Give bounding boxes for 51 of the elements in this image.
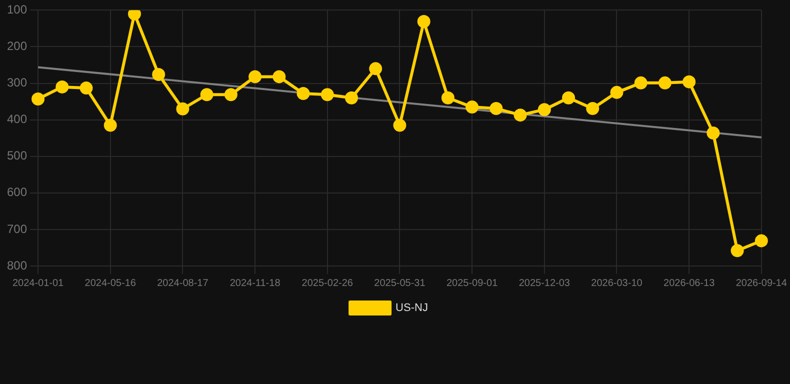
point <box>730 244 744 258</box>
x-tick-label: 2024-01-01 <box>12 278 64 289</box>
point <box>466 100 479 114</box>
point <box>586 102 600 115</box>
point <box>80 82 93 95</box>
x-tick-label: 2025-05-31 <box>374 278 426 289</box>
point <box>320 88 334 102</box>
y-tick-label: 300 <box>6 76 28 90</box>
point <box>176 102 190 116</box>
x-tick-label: 2026-09-14 <box>736 278 788 289</box>
legend-label: US-NJ <box>396 302 428 314</box>
point <box>224 88 238 102</box>
point <box>296 87 310 100</box>
point <box>344 91 358 104</box>
point <box>417 15 430 28</box>
point <box>562 91 576 104</box>
point <box>393 118 406 132</box>
y-tick-label: 600 <box>6 185 28 200</box>
y-tick-label: 700 <box>6 222 28 236</box>
point <box>369 62 382 76</box>
x-tick-label: 2026-03-10 <box>591 278 643 289</box>
x-tick-label: 2024-08-17 <box>157 278 209 289</box>
point <box>128 10 141 20</box>
point <box>56 80 69 94</box>
y-tick-label: 200 <box>6 39 28 54</box>
y-tick-label: 100 <box>6 2 28 17</box>
point <box>706 126 720 140</box>
point <box>610 86 624 99</box>
point <box>32 92 45 106</box>
x-tick-label: 2025-02-26 <box>302 278 354 289</box>
y-tick-label: 800 <box>6 258 28 272</box>
point <box>152 68 166 82</box>
point <box>104 118 117 132</box>
point <box>514 108 527 122</box>
point <box>634 76 648 90</box>
point <box>754 234 768 248</box>
y-tick-label: 500 <box>6 148 28 163</box>
point <box>248 70 262 84</box>
point <box>538 103 551 116</box>
x-tick-label: 2025-09-01 <box>446 278 498 289</box>
point <box>682 75 696 88</box>
x-tick-label: 2024-05-16 <box>84 278 136 289</box>
y-tick-label: 400 <box>6 112 28 126</box>
x-tick-label: 2025-12-03 <box>518 278 570 289</box>
x-tick-label: 2026-06-13 <box>664 278 716 289</box>
point <box>490 102 503 115</box>
point <box>658 76 672 90</box>
point <box>200 88 214 102</box>
point <box>272 70 286 84</box>
point <box>441 91 454 104</box>
x-tick-label: 2024-11-18 <box>230 278 281 289</box>
